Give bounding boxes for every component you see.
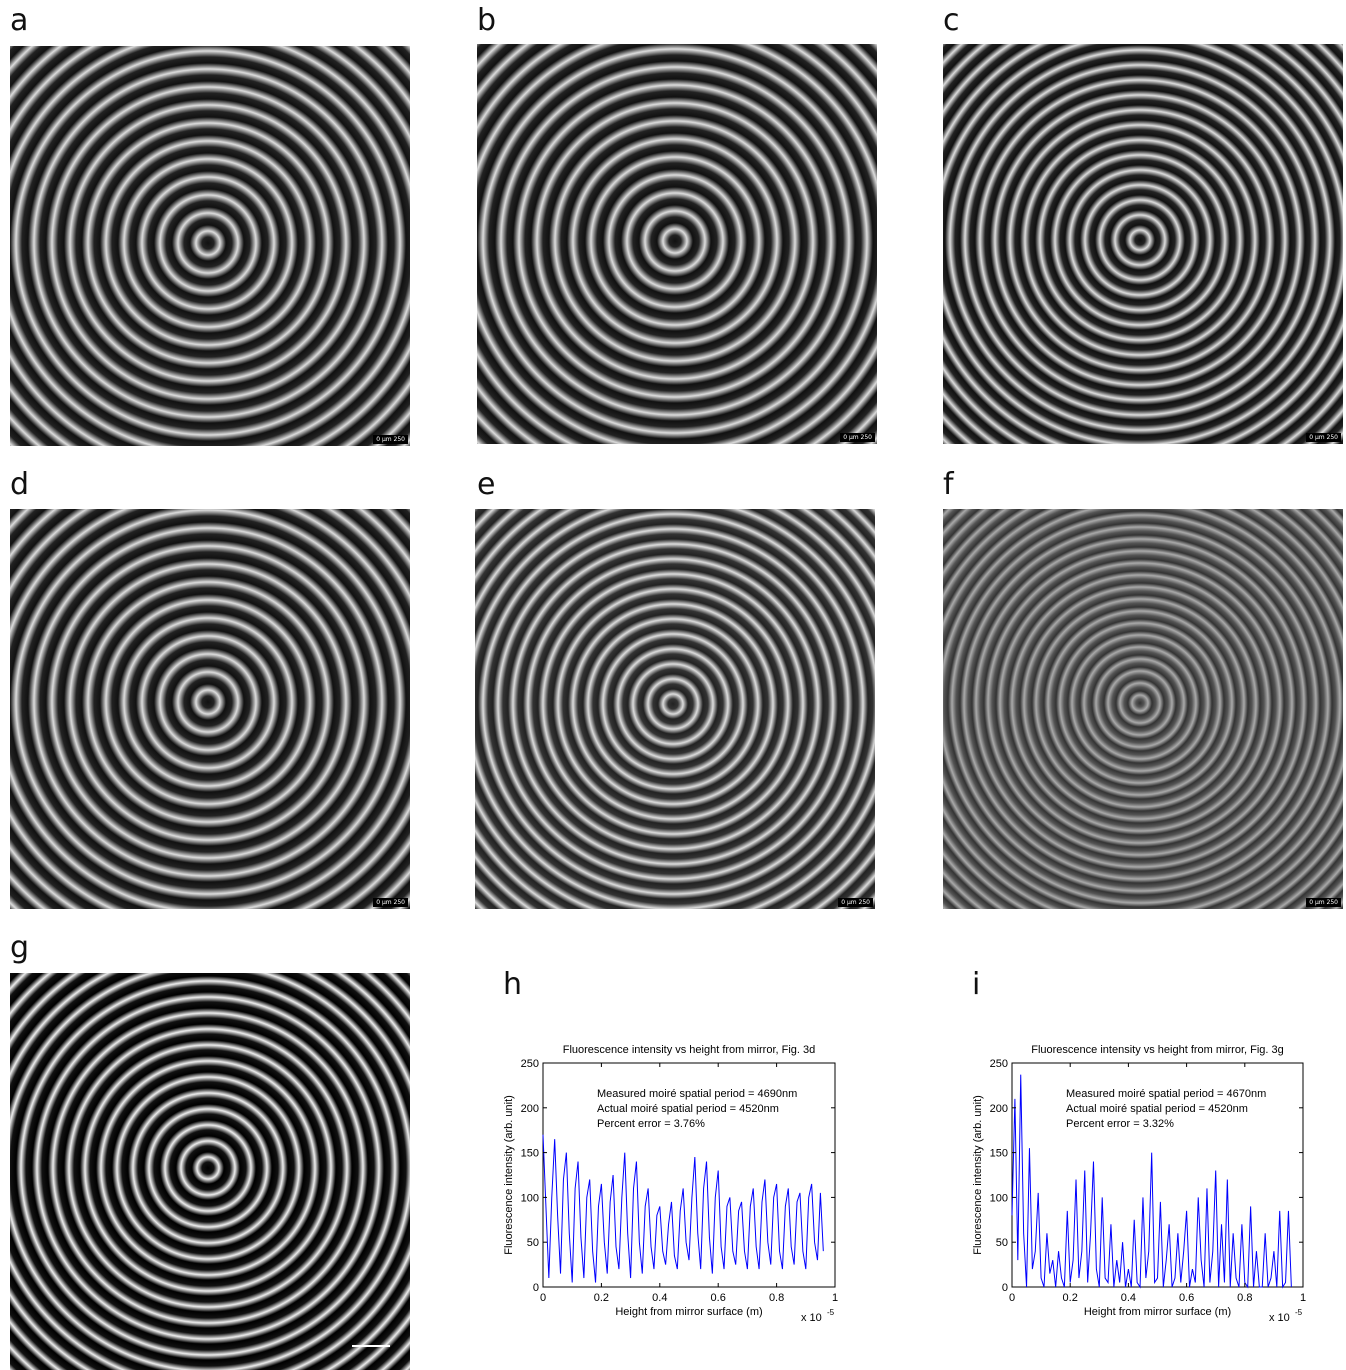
y-tick-label: 50 [527, 1237, 539, 1249]
y-tick-label: 200 [521, 1103, 539, 1115]
micrograph [10, 973, 410, 1370]
scale-bar [352, 1345, 390, 1347]
x-tick-label: 0.4 [1121, 1292, 1136, 1304]
panel-label: b [477, 3, 497, 38]
annotation: Actual moiré spatial period = 4520nm [1066, 1103, 1248, 1115]
x-offset-exponent: -5 [1295, 1308, 1303, 1317]
y-tick-label: 100 [990, 1192, 1008, 1204]
panel-label: d [10, 467, 30, 502]
micrograph: 0 µm 250 [477, 44, 877, 444]
x-tick-label: 0.2 [594, 1292, 609, 1304]
y-tick-label: 250 [990, 1058, 1008, 1070]
y-tick-label: 150 [990, 1148, 1008, 1160]
annotation: Percent error = 3.76% [597, 1118, 705, 1130]
scale-label: 0 µm 250 [373, 435, 408, 444]
x-tick-label: 0.2 [1063, 1292, 1078, 1304]
scale-label: 0 µm 250 [1306, 433, 1341, 442]
micrograph: 0 µm 250 [943, 44, 1343, 444]
x-tick-label: 0.8 [769, 1292, 784, 1304]
x-axis-label: Height from mirror surface (m) [1084, 1306, 1231, 1318]
annotation: Measured moiré spatial period = 4670nm [1066, 1088, 1266, 1100]
y-tick-label: 0 [533, 1282, 539, 1294]
panel-label: g [10, 930, 30, 965]
annotation: Percent error = 3.32% [1066, 1118, 1174, 1130]
plot-frame [1011, 1062, 1304, 1288]
y-tick-label: 100 [521, 1192, 539, 1204]
y-axis-label: Fluorescence intensity (arb. unit) [972, 1095, 984, 1255]
x-tick-label: 0.6 [1179, 1292, 1194, 1304]
data-line [542, 1134, 824, 1283]
panel-label: e [477, 467, 496, 502]
x-axis-label: Height from mirror surface (m) [615, 1306, 762, 1318]
chart-title: Fluorescence intensity vs height from mi… [563, 1044, 815, 1056]
micrograph: 0 µm 250 [475, 509, 875, 909]
x-tick-label: 0 [1009, 1292, 1015, 1304]
y-tick-label: 200 [990, 1103, 1008, 1115]
panel-label: c [943, 3, 960, 38]
y-tick-label: 50 [996, 1237, 1008, 1249]
annotation: Measured moiré spatial period = 4690nm [597, 1088, 797, 1100]
micrograph: 0 µm 250 [10, 46, 410, 446]
y-tick-label: 0 [1002, 1282, 1008, 1294]
x-offset-exponent: -5 [827, 1308, 835, 1317]
x-tick-label: 0.6 [711, 1292, 726, 1304]
y-tick-label: 150 [521, 1148, 539, 1160]
x-tick-label: 0.8 [1237, 1292, 1252, 1304]
scale-label: 0 µm 250 [838, 898, 873, 907]
panel-label: i [972, 967, 981, 1002]
micrograph: 0 µm 250 [10, 509, 410, 909]
x-tick-label: 0.4 [652, 1292, 667, 1304]
scale-label: 0 µm 250 [1306, 898, 1341, 907]
chart-title: Fluorescence intensity vs height from mi… [1031, 1044, 1283, 1056]
panel-label: a [10, 3, 29, 38]
x-offset-label: x 10 [1269, 1312, 1290, 1324]
x-tick-label: 1 [1300, 1292, 1306, 1304]
panel-label: h [503, 967, 523, 1002]
y-tick-label: 250 [521, 1058, 539, 1070]
panel-label: f [943, 467, 954, 502]
data-line [1011, 1074, 1292, 1289]
annotation: Actual moiré spatial period = 4520nm [597, 1103, 779, 1115]
x-offset-label: x 10 [801, 1312, 822, 1324]
scale-label: 0 µm 250 [840, 433, 875, 442]
scale-label: 0 µm 250 [373, 898, 408, 907]
y-axis-label: Fluorescence intensity (arb. unit) [503, 1095, 515, 1255]
x-tick-label: 1 [832, 1292, 838, 1304]
micrograph: 0 µm 250 [943, 509, 1343, 909]
x-tick-label: 0 [540, 1292, 546, 1304]
